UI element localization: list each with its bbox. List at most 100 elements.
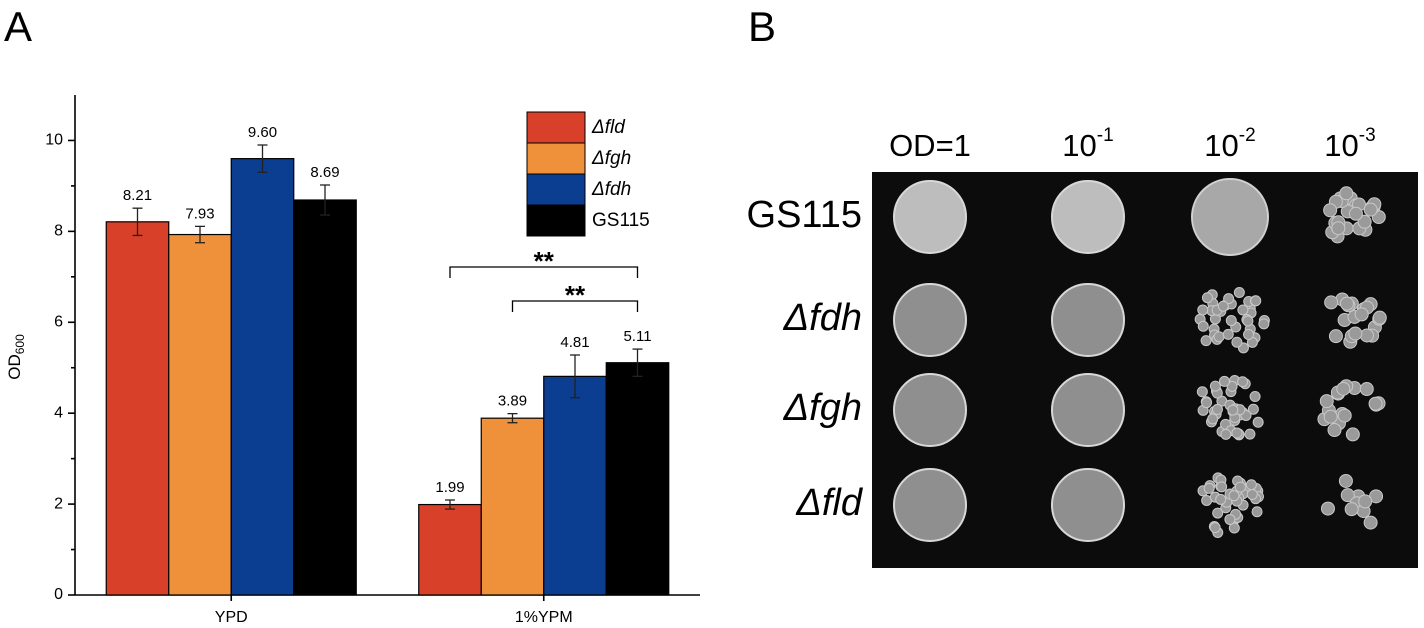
colony bbox=[1348, 326, 1363, 341]
bar bbox=[168, 233, 232, 596]
colony bbox=[1338, 473, 1353, 488]
row-label: Δfgh bbox=[783, 387, 862, 429]
colony bbox=[1228, 522, 1240, 534]
bar bbox=[230, 158, 295, 596]
significance-label: ** bbox=[565, 280, 586, 310]
error-bar bbox=[195, 225, 205, 244]
y-axis-label-main: OD bbox=[5, 354, 24, 380]
error-bar bbox=[257, 144, 268, 173]
legend-swatch bbox=[526, 111, 586, 144]
colony-spot bbox=[1051, 373, 1125, 447]
colony-spot bbox=[893, 180, 967, 254]
error-bar bbox=[507, 412, 518, 424]
y-tick-label: 0 bbox=[54, 586, 63, 603]
colony bbox=[1227, 404, 1239, 416]
legend-label: Δfgh bbox=[591, 148, 631, 169]
column-header-base: 10 bbox=[1204, 128, 1238, 163]
colony bbox=[1357, 214, 1372, 229]
colony-spot bbox=[1191, 178, 1269, 256]
row-label: Δfld bbox=[795, 482, 863, 524]
colony bbox=[1250, 295, 1262, 307]
value-label: 8.69 bbox=[310, 164, 339, 181]
colony bbox=[1226, 380, 1238, 392]
error-bar bbox=[320, 184, 330, 216]
bar bbox=[293, 199, 357, 596]
colony bbox=[1197, 320, 1209, 332]
error-bar bbox=[445, 499, 455, 510]
colony bbox=[1218, 375, 1230, 387]
legend-swatch bbox=[526, 173, 586, 206]
colony bbox=[1207, 413, 1219, 425]
panel-label: B bbox=[748, 3, 776, 50]
row-label: GS115 bbox=[747, 194, 862, 236]
value-label: 4.81 bbox=[560, 334, 589, 351]
column-header: 10-1 bbox=[1062, 125, 1113, 163]
colony bbox=[1339, 296, 1354, 311]
colony bbox=[1242, 315, 1254, 327]
colony-spot bbox=[1051, 283, 1125, 357]
error-bar bbox=[132, 207, 143, 237]
colony-spot bbox=[893, 373, 967, 447]
colony bbox=[1247, 403, 1259, 415]
value-label: 8.21 bbox=[123, 187, 152, 204]
colony-spot bbox=[893, 468, 967, 542]
colony bbox=[1212, 507, 1224, 519]
x-tick-label: YPD bbox=[215, 609, 248, 626]
y-tick-label: 10 bbox=[45, 132, 63, 149]
colony bbox=[1220, 428, 1232, 440]
colony-spot bbox=[893, 283, 967, 357]
colony bbox=[1203, 482, 1215, 494]
colony bbox=[1231, 336, 1243, 348]
colony bbox=[1209, 380, 1221, 392]
colony bbox=[1372, 310, 1387, 325]
colony bbox=[1344, 502, 1359, 517]
significance-bracket bbox=[511, 300, 639, 312]
panel-label: A bbox=[4, 3, 32, 50]
colony bbox=[1340, 488, 1355, 503]
colony bbox=[1246, 489, 1258, 501]
legend-swatch bbox=[526, 204, 586, 237]
colony bbox=[1231, 427, 1243, 439]
value-label: 1.99 bbox=[435, 479, 464, 496]
colony-spot bbox=[1051, 468, 1125, 542]
colony bbox=[1358, 494, 1373, 509]
error-bar bbox=[632, 348, 643, 378]
bar bbox=[543, 375, 607, 596]
colony bbox=[1200, 335, 1212, 347]
value-label: 7.93 bbox=[185, 205, 214, 222]
column-header-exponent: -2 bbox=[1239, 125, 1256, 146]
legend-swatch bbox=[526, 142, 586, 175]
colony bbox=[1213, 331, 1225, 343]
colony bbox=[1209, 522, 1221, 534]
colony bbox=[1201, 292, 1213, 304]
significance-label: ** bbox=[534, 246, 555, 276]
colony bbox=[1336, 381, 1351, 396]
y-axis-label-sub: 600 bbox=[13, 334, 27, 354]
colony bbox=[1363, 202, 1378, 217]
colony bbox=[1225, 315, 1237, 327]
bar bbox=[605, 362, 670, 596]
colony bbox=[1368, 396, 1383, 411]
y-tick-label: 4 bbox=[54, 404, 63, 421]
significance-bracket bbox=[449, 266, 639, 278]
colony bbox=[1331, 221, 1346, 236]
x-tick-label: 1%YPM bbox=[515, 609, 573, 626]
colony bbox=[1354, 307, 1369, 322]
y-axis-label: OD600 bbox=[5, 334, 27, 380]
colony bbox=[1252, 416, 1264, 428]
column-header-exponent: -1 bbox=[1097, 125, 1114, 146]
colony bbox=[1222, 328, 1234, 340]
colony bbox=[1328, 329, 1343, 344]
colony bbox=[1196, 386, 1208, 398]
column-header: 10-3 bbox=[1324, 125, 1375, 163]
column-header: OD=1 bbox=[889, 128, 971, 163]
colony bbox=[1201, 397, 1213, 409]
colony bbox=[1243, 328, 1255, 340]
colony bbox=[1233, 286, 1245, 298]
colony bbox=[1237, 304, 1249, 316]
column-header-base: OD=1 bbox=[889, 128, 971, 163]
colony bbox=[1224, 513, 1236, 525]
colony bbox=[1197, 304, 1209, 316]
row-label: Δfdh bbox=[783, 297, 862, 339]
